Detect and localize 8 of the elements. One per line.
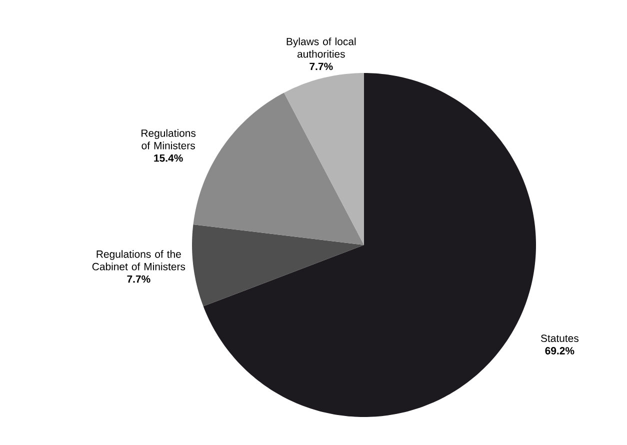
- slice-label: Regulations of the Cabinet of Ministers: [92, 250, 186, 270]
- data-label: 7.7%: [310, 62, 333, 70]
- slice-label: Bylaws of local authorities: [286, 38, 356, 58]
- data-label: 15.4%: [154, 154, 183, 162]
- slice-label: Regulations of Ministers: [142, 129, 196, 150]
- data-label: 69.2%: [545, 347, 574, 354]
- slice-label: Statutes: [540, 334, 578, 342]
- data-label: 7.7%: [127, 275, 150, 283]
